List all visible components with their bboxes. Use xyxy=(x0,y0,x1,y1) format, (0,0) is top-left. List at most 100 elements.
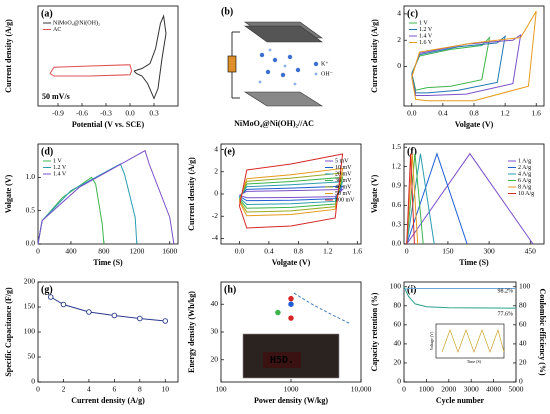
series-line xyxy=(403,286,517,309)
marker xyxy=(47,294,54,300)
series-line xyxy=(238,167,344,217)
x-tick-label: 450 xyxy=(525,247,537,256)
x-tick-label: 800 xyxy=(98,247,110,256)
x-axis-label: Current density (A/g) xyxy=(71,396,145,405)
y-tick-label: 0.0 xyxy=(392,239,402,248)
series-line xyxy=(49,64,133,77)
y-tick-label: 4 xyxy=(397,9,401,18)
annotation: 50 mV/s xyxy=(42,92,70,101)
x-axis-label: Power density (W/kg) xyxy=(254,396,328,405)
x-tick-label: 0.0 xyxy=(125,109,135,118)
annotation: 98.2% xyxy=(498,288,514,294)
x-tick-label: 5000 xyxy=(509,385,524,394)
x-tick-label: -0.6 xyxy=(76,109,88,118)
marker xyxy=(275,309,281,316)
series-line xyxy=(406,153,424,245)
series-line xyxy=(293,292,351,325)
series-line xyxy=(411,33,522,96)
ions xyxy=(259,52,301,78)
y-tick-label: 200 xyxy=(24,277,36,286)
panel-label: (g) xyxy=(41,284,53,295)
y-axis-label: Current density (A/g) xyxy=(370,19,379,93)
y-tick-label: 0 xyxy=(397,377,401,386)
series-line xyxy=(406,152,468,245)
marker xyxy=(162,318,169,324)
inset-display-text: H5D. xyxy=(270,355,294,366)
y-tick-label: 2 xyxy=(397,35,401,44)
x-tick-label: 1.2 xyxy=(323,247,333,256)
legend-label: 1.6 V xyxy=(419,40,433,46)
series-line xyxy=(406,153,435,245)
series-line xyxy=(37,176,105,245)
y-tick-label: 20 xyxy=(394,358,402,367)
y-axis-label: Energy density (Wh/kg) xyxy=(187,291,196,373)
y-tick-label: 0.9 xyxy=(392,181,402,190)
marker xyxy=(288,295,294,302)
panel-label: (f) xyxy=(407,146,417,157)
legend-label: 10 mV xyxy=(335,165,352,171)
x-tick-label: 1000 xyxy=(284,385,299,394)
legend-label: 40 mV xyxy=(335,184,352,190)
series-line xyxy=(411,11,537,102)
legend-label: NiMoO₄@Ni(OH)₂ xyxy=(53,19,100,26)
y-tick-label: 1.2 xyxy=(392,161,402,170)
series-line xyxy=(403,287,516,291)
x-axis-label: Cycle number xyxy=(436,396,485,405)
x-tick-label: 0.0 xyxy=(235,247,245,256)
x-tick-label: 1.6 xyxy=(532,109,542,118)
x-tick-label: 400 xyxy=(65,247,77,256)
x-tick-label: 10 xyxy=(162,385,170,394)
inset-display xyxy=(263,352,301,368)
plot-frame xyxy=(403,143,545,245)
plot-frame xyxy=(37,281,179,383)
legend-label: 1 V xyxy=(53,158,62,164)
panel-label: (d) xyxy=(41,146,53,157)
marker xyxy=(288,315,294,321)
x-tick-label: 0.3 xyxy=(149,109,159,118)
panel-label: (a) xyxy=(41,8,53,19)
ion-label: OH⁻ xyxy=(321,71,333,77)
x-axis-label: Volgate (V) xyxy=(272,258,311,267)
x-axis-label: Time (S) xyxy=(459,258,489,267)
top-plate-side xyxy=(244,25,323,43)
x-tick-label: 3000 xyxy=(464,385,479,394)
y-tick-label: 20 xyxy=(211,354,219,363)
y-tick-label: -4 xyxy=(212,233,218,242)
y-axis-label: Specific Capacitance (F/g) xyxy=(4,287,13,377)
legend-label: 6 A/g xyxy=(518,178,531,184)
y-axis-label: Current density (A/g) xyxy=(4,19,13,93)
series-line xyxy=(133,14,167,100)
y-tick-label: 0 xyxy=(397,61,401,70)
x-tick-label: 1000 xyxy=(419,385,434,394)
bottom-plate xyxy=(243,91,324,107)
x-axis-label: Volgate (V) xyxy=(455,120,494,129)
y-tick-label: 0.6 xyxy=(392,200,402,209)
y-tick-label: 1.5 xyxy=(392,142,402,151)
x-tick-label: -0.9 xyxy=(52,109,64,118)
marker xyxy=(60,301,67,308)
y-tick-label: 100 xyxy=(390,281,402,290)
annotation: 77.6% xyxy=(498,311,514,317)
x-tick-label: -0.3 xyxy=(100,109,112,118)
x-tick-label: 2 xyxy=(62,385,66,394)
y-tick-label: 80 xyxy=(394,301,402,310)
panel-label: (c) xyxy=(407,8,418,19)
plot-frame xyxy=(37,5,179,107)
y2-tick-label: 20 xyxy=(519,358,527,367)
caption: NiMoO₄@Ni(OH)₂//AC xyxy=(234,119,314,128)
series-line xyxy=(411,34,506,94)
y-axis-label: Capacity retention (%) xyxy=(370,292,379,371)
y-tick-label: 0.5 xyxy=(26,205,36,214)
series-line xyxy=(406,152,534,245)
x-tick-label: 150 xyxy=(442,247,454,256)
legend-label: 1.2 V xyxy=(53,165,67,171)
x-tick-label: 1.6 xyxy=(353,247,363,256)
y2-axis-label: Coulombic efficiency (%) xyxy=(538,288,547,375)
y-tick-label: 40 xyxy=(211,299,219,308)
marker xyxy=(288,301,294,307)
series-line xyxy=(37,149,175,245)
marker xyxy=(137,315,143,322)
y-tick-label: 4 xyxy=(214,144,218,153)
inset-curve xyxy=(441,328,505,354)
